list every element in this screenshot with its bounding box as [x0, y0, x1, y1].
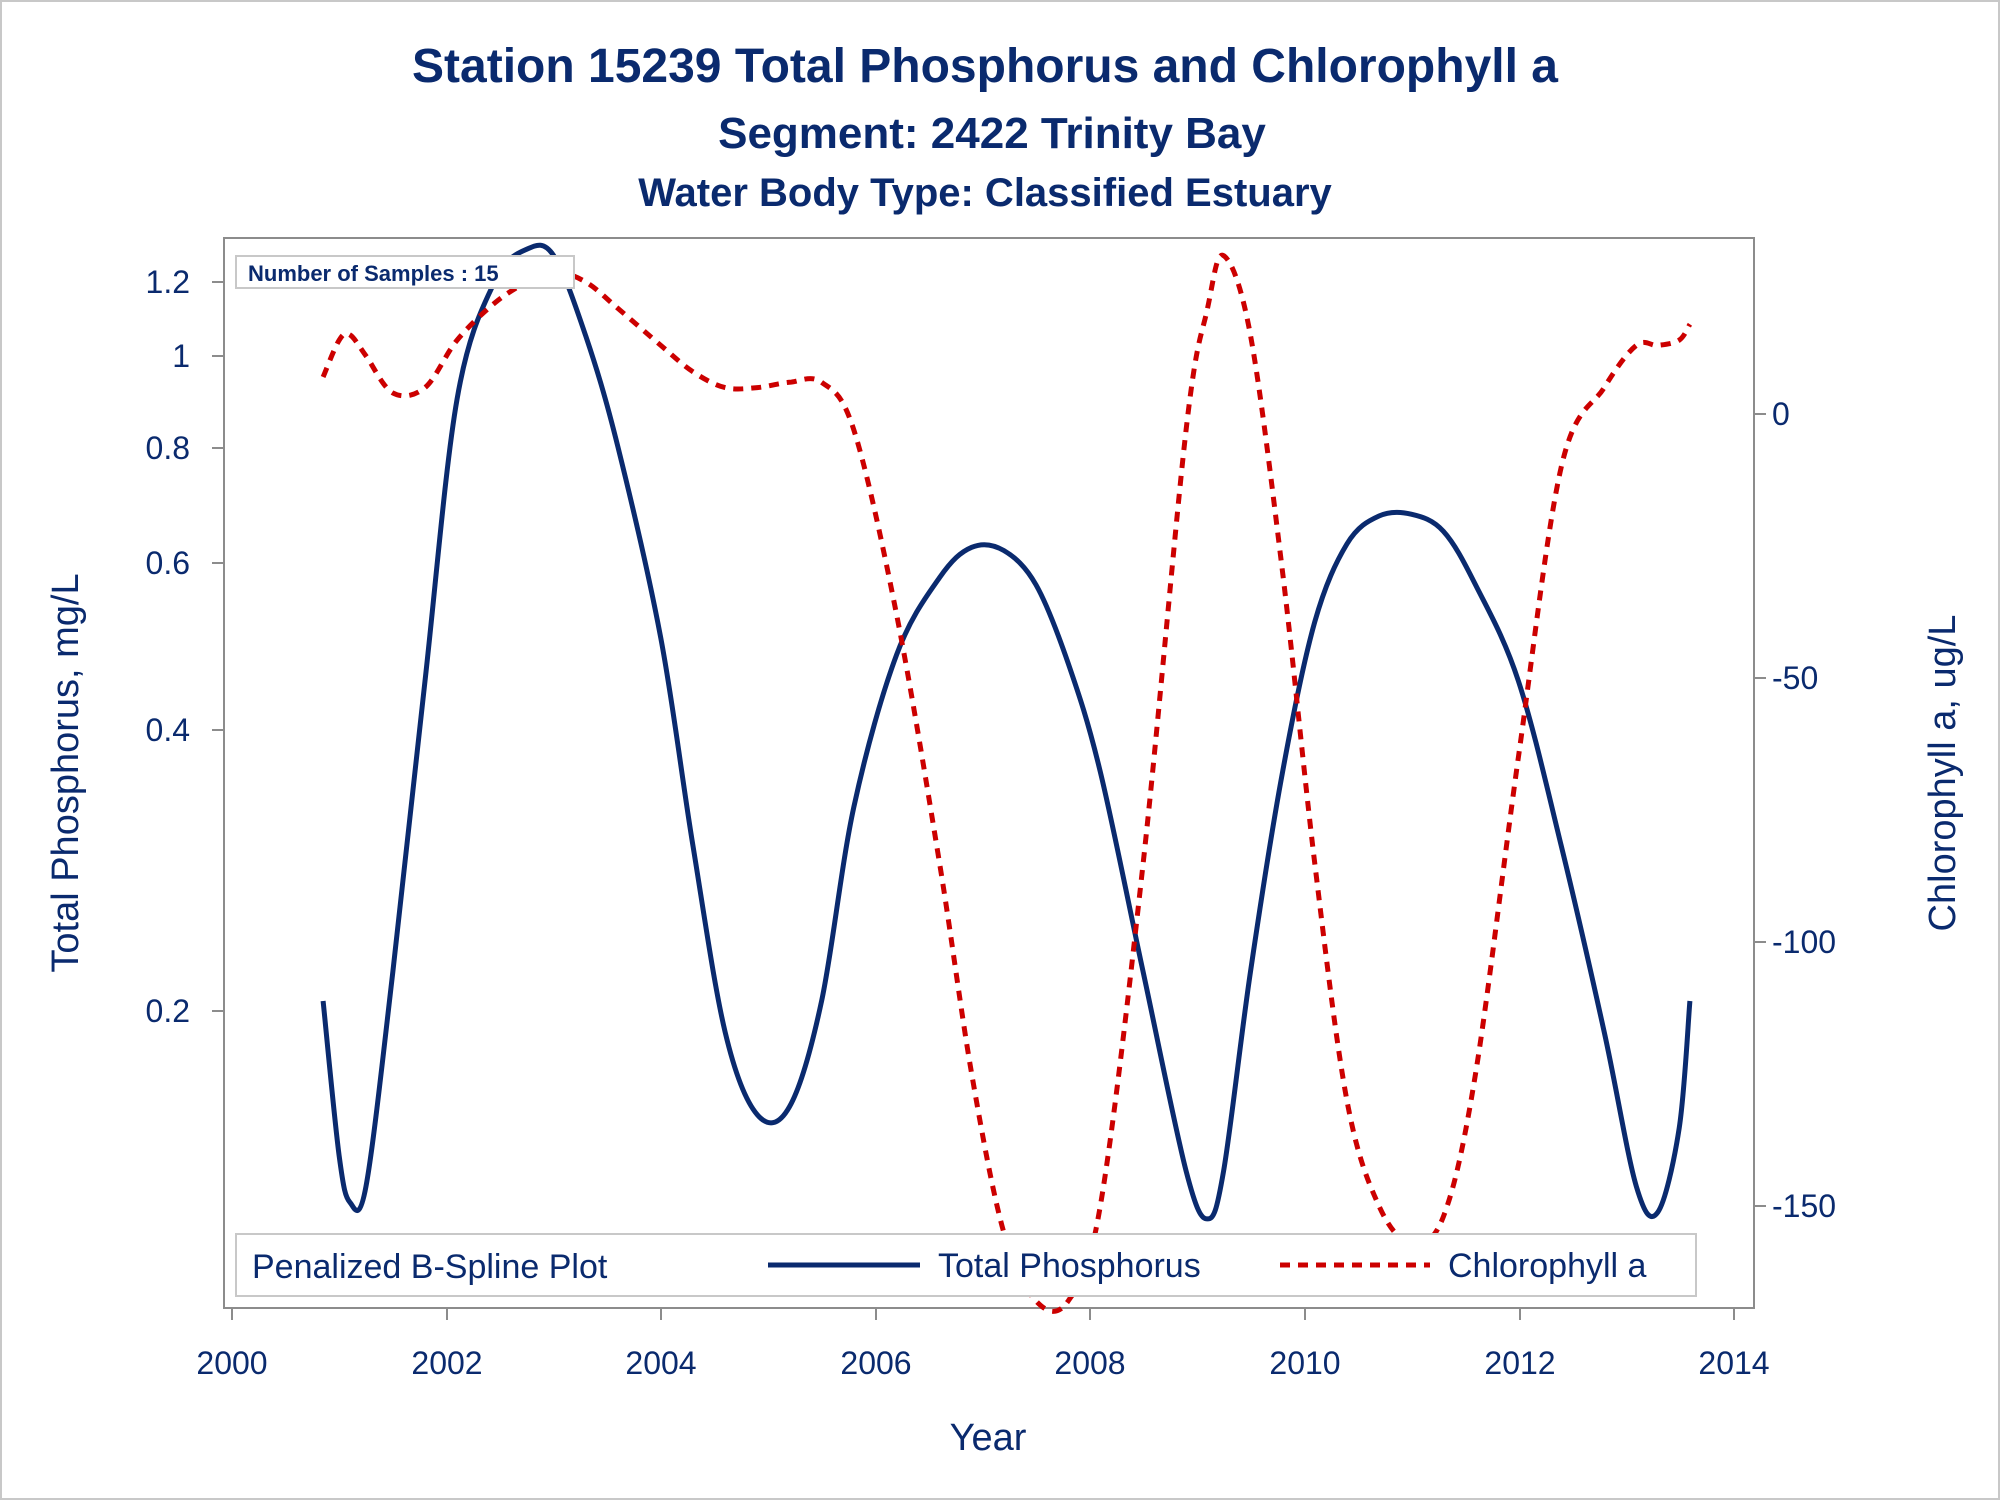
legend-box	[235, 1233, 1697, 1297]
y-right-axis-label: Chlorophyll a, ug/L	[1922, 615, 1964, 932]
legend-entry-chlorophyll-a: Chlorophyll a	[1448, 1247, 1647, 1285]
x-tick-label: 2006	[840, 1345, 911, 1381]
legend: Penalized B-Spline Plot Total Phosphorus…	[235, 1233, 1697, 1297]
x-tick-label: 2010	[1269, 1345, 1340, 1381]
y-right-ticks: -150 -100 -50 0	[1754, 396, 1836, 1224]
chart-subtitle-2: Water Body Type: Classified Estuary	[638, 171, 1332, 215]
x-tick-label: 2000	[196, 1345, 267, 1381]
legend-entry-total-phosphorus: Total Phosphorus	[938, 1247, 1201, 1285]
x-ticks: 2000 2002 2004 2006 2008 2010 2012 2014	[196, 1308, 1770, 1381]
chart-title: Station 15239 Total Phosphorus and Chlor…	[412, 40, 1558, 93]
samples-annotation-text: Number of Samples : 15	[248, 261, 499, 286]
x-tick-label: 2008	[1054, 1345, 1125, 1381]
y-right-tick-label: -50	[1772, 660, 1818, 696]
x-tick-label: 2002	[411, 1345, 482, 1381]
y-left-tick-label: 0.2	[146, 993, 190, 1029]
x-tick-label: 2014	[1698, 1345, 1769, 1381]
chart-subtitle: Segment: 2422 Trinity Bay	[718, 109, 1266, 158]
y-left-tick-label: 0.6	[146, 545, 190, 581]
y-left-tick-label: 0.4	[146, 712, 190, 748]
y-left-ticks: 0.2 0.4 0.6 0.8 1 1.2	[146, 264, 224, 1029]
x-tick-label: 2012	[1484, 1345, 1555, 1381]
y-left-tick-label: 1.2	[146, 264, 190, 300]
x-axis-label: Year	[950, 1417, 1027, 1459]
samples-annotation: Number of Samples : 15	[235, 255, 575, 289]
x-tick-label: 2004	[625, 1345, 696, 1381]
y-left-axis-label: Total Phosphorus, mg/L	[45, 573, 87, 972]
y-left-tick-label: 1	[172, 338, 190, 374]
samples-annotation-box	[235, 255, 575, 289]
plot-area-frame	[223, 237, 1755, 1309]
y-right-tick-label: -150	[1772, 1188, 1836, 1224]
y-right-tick-label: -100	[1772, 924, 1836, 960]
series-line-total-phosphorus	[320, 242, 1693, 1222]
y-right-tick-label: 0	[1772, 396, 1790, 432]
y-left-tick-label: 0.8	[146, 430, 190, 466]
legend-title: Penalized B-Spline Plot	[252, 1248, 608, 1286]
